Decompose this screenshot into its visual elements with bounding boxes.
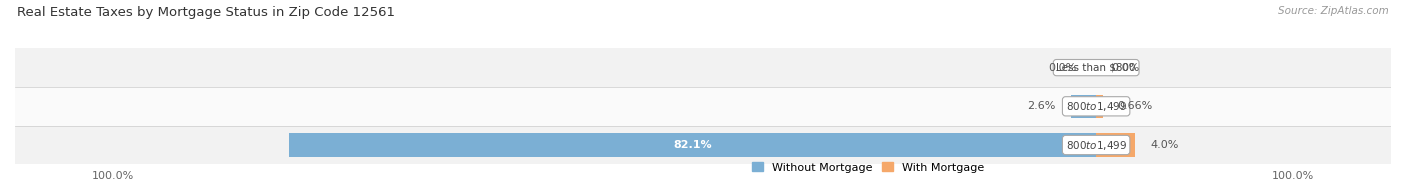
Bar <box>1097 133 1136 157</box>
Bar <box>15 126 1391 164</box>
Bar <box>15 48 1391 87</box>
Text: 0.0%: 0.0% <box>1111 63 1139 73</box>
Text: Source: ZipAtlas.com: Source: ZipAtlas.com <box>1278 6 1389 16</box>
Text: Less than $800: Less than $800 <box>1056 63 1136 73</box>
Bar <box>1097 95 1102 118</box>
Text: 4.0%: 4.0% <box>1150 140 1178 150</box>
Bar <box>15 87 1391 126</box>
Text: 0.66%: 0.66% <box>1118 101 1153 111</box>
Text: Real Estate Taxes by Mortgage Status in Zip Code 12561: Real Estate Taxes by Mortgage Status in … <box>17 6 395 19</box>
Legend: Without Mortgage, With Mortgage: Without Mortgage, With Mortgage <box>752 162 984 172</box>
Text: 82.1%: 82.1% <box>673 140 711 150</box>
Text: 2.6%: 2.6% <box>1028 101 1056 111</box>
Text: $800 to $1,499: $800 to $1,499 <box>1066 100 1126 113</box>
Bar <box>290 133 1097 157</box>
Text: 0.0%: 0.0% <box>1049 63 1077 73</box>
Text: $800 to $1,499: $800 to $1,499 <box>1066 139 1126 152</box>
Bar <box>1070 95 1097 118</box>
